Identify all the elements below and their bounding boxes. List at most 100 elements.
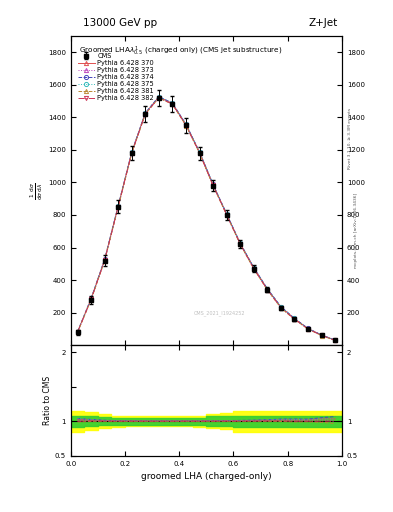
Pythia 6.428 382 [333,337,338,344]
Pythia 6.428 374 [292,315,297,322]
Pythia 6.428 373 [265,286,270,292]
Pythia 6.428 381 [116,204,121,210]
Pythia 6.428 374 [75,329,80,335]
Pythia 6.428 381 [265,287,270,293]
Pythia 6.428 375 [211,182,215,188]
Pythia 6.428 370 [265,286,270,292]
Pythia 6.428 375 [197,149,202,155]
Pythia 6.428 374 [224,211,229,217]
Pythia 6.428 382 [319,332,324,338]
Y-axis label: $\frac{1}{\mathrm{d}\sigma}\frac{\mathrm{d}\sigma}{\mathrm{d}\lambda}$: $\frac{1}{\mathrm{d}\sigma}\frac{\mathrm… [29,181,45,200]
Pythia 6.428 375 [238,240,242,246]
Pythia 6.428 370 [306,326,310,332]
Line: Pythia 6.428 370: Pythia 6.428 370 [75,95,337,342]
Text: 13000 GeV pp: 13000 GeV pp [83,18,157,28]
Pythia 6.428 375 [292,315,297,322]
Pythia 6.428 373 [197,150,202,156]
Pythia 6.428 381 [292,316,297,323]
Line: Pythia 6.428 375: Pythia 6.428 375 [75,95,337,342]
Pythia 6.428 373 [156,94,161,100]
Pythia 6.428 381 [89,296,94,303]
Pythia 6.428 382 [116,204,121,210]
Pythia 6.428 381 [279,305,283,311]
Pythia 6.428 373 [75,329,80,335]
Pythia 6.428 373 [319,332,324,338]
Pythia 6.428 370 [252,265,256,271]
Line: Pythia 6.428 374: Pythia 6.428 374 [75,95,337,342]
Pythia 6.428 374 [197,149,202,155]
Pythia 6.428 381 [156,95,161,101]
Pythia 6.428 373 [238,241,242,247]
Pythia 6.428 382 [211,182,215,188]
Pythia 6.428 382 [197,150,202,156]
Pythia 6.428 381 [252,266,256,272]
Pythia 6.428 381 [238,241,242,247]
Pythia 6.428 375 [265,286,270,292]
Line: Pythia 6.428 381: Pythia 6.428 381 [75,96,337,343]
Pythia 6.428 370 [143,110,148,116]
Pythia 6.428 374 [319,332,324,338]
Pythia 6.428 373 [102,257,107,263]
Pythia 6.428 370 [279,304,283,310]
Pythia 6.428 381 [184,122,188,129]
Pythia 6.428 373 [333,337,338,344]
Pythia 6.428 373 [89,296,94,303]
Pythia 6.428 382 [143,111,148,117]
Pythia 6.428 370 [170,100,175,106]
Pythia 6.428 370 [116,203,121,209]
Pythia 6.428 374 [129,149,134,155]
Pythia 6.428 374 [238,240,242,246]
Pythia 6.428 382 [292,316,297,322]
Pythia 6.428 373 [211,182,215,188]
Pythia 6.428 370 [333,337,338,343]
Pythia 6.428 373 [170,101,175,107]
Pythia 6.428 374 [143,110,148,116]
Line: Pythia 6.428 373: Pythia 6.428 373 [75,95,337,343]
Pythia 6.428 381 [75,329,80,335]
Pythia 6.428 373 [252,265,256,271]
Pythia 6.428 381 [102,258,107,264]
Pythia 6.428 375 [319,332,324,338]
Pythia 6.428 370 [319,332,324,338]
Pythia 6.428 381 [333,337,338,344]
Pythia 6.428 374 [333,337,338,343]
Pythia 6.428 374 [306,325,310,331]
Pythia 6.428 382 [170,101,175,107]
Text: CMS_2021_I1924252: CMS_2021_I1924252 [194,310,246,316]
Legend: CMS, Pythia 6.428 370, Pythia 6.428 373, Pythia 6.428 374, Pythia 6.428 375, Pyt: CMS, Pythia 6.428 370, Pythia 6.428 373,… [77,52,156,102]
Pythia 6.428 381 [224,212,229,218]
Pythia 6.428 370 [197,149,202,155]
Pythia 6.428 381 [211,183,215,189]
Pythia 6.428 374 [102,257,107,263]
Pythia 6.428 375 [184,121,188,127]
Pythia 6.428 381 [129,150,134,156]
Text: Groomed LHA$\lambda^{1}_{0.5}$ (charged only) (CMS jet substructure): Groomed LHA$\lambda^{1}_{0.5}$ (charged … [79,45,282,58]
Pythia 6.428 382 [184,122,188,129]
Pythia 6.428 375 [102,257,107,263]
Pythia 6.428 382 [89,296,94,303]
Pythia 6.428 381 [143,111,148,117]
Pythia 6.428 382 [75,329,80,335]
Pythia 6.428 381 [306,326,310,332]
Text: Rivet 3.1.10, ≥ 3.3M events: Rivet 3.1.10, ≥ 3.3M events [348,108,352,169]
Pythia 6.428 373 [306,326,310,332]
Pythia 6.428 370 [238,240,242,246]
Pythia 6.428 375 [116,203,121,209]
Pythia 6.428 373 [184,122,188,128]
Pythia 6.428 382 [156,95,161,101]
Line: Pythia 6.428 382: Pythia 6.428 382 [75,95,337,343]
Pythia 6.428 375 [89,295,94,302]
Pythia 6.428 373 [129,150,134,156]
Pythia 6.428 382 [129,150,134,156]
Pythia 6.428 370 [75,329,80,335]
Pythia 6.428 370 [129,149,134,155]
Pythia 6.428 381 [197,150,202,156]
Pythia 6.428 375 [333,337,338,343]
Pythia 6.428 370 [184,121,188,127]
Pythia 6.428 373 [279,304,283,310]
Pythia 6.428 375 [224,211,229,217]
Pythia 6.428 382 [265,287,270,293]
Pythia 6.428 374 [252,265,256,271]
X-axis label: groomed LHA (charged-only): groomed LHA (charged-only) [141,472,272,481]
Pythia 6.428 373 [224,211,229,218]
